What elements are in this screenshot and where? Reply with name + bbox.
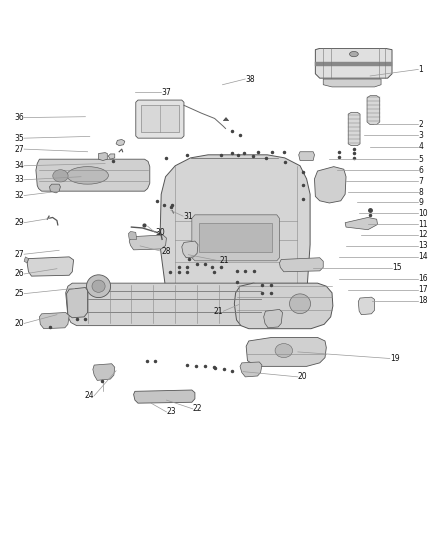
- Polygon shape: [36, 159, 150, 191]
- Text: 21: 21: [219, 256, 229, 265]
- Polygon shape: [67, 287, 88, 318]
- Text: 8: 8: [418, 188, 423, 197]
- Ellipse shape: [86, 275, 110, 297]
- Text: 23: 23: [166, 407, 176, 416]
- Text: 29: 29: [14, 218, 24, 227]
- Polygon shape: [199, 223, 272, 253]
- Ellipse shape: [67, 167, 109, 184]
- Polygon shape: [323, 79, 381, 87]
- Text: 30: 30: [155, 228, 165, 237]
- Text: 12: 12: [418, 230, 428, 239]
- Text: 18: 18: [418, 296, 428, 305]
- Text: 35: 35: [14, 134, 24, 143]
- Text: 1: 1: [418, 65, 423, 74]
- Polygon shape: [49, 184, 60, 193]
- Polygon shape: [234, 283, 333, 329]
- Text: 33: 33: [14, 175, 24, 184]
- Text: 32: 32: [14, 191, 24, 200]
- Text: 11: 11: [418, 220, 428, 229]
- Polygon shape: [345, 217, 378, 230]
- Polygon shape: [128, 231, 137, 239]
- Polygon shape: [299, 152, 314, 160]
- Text: 27: 27: [14, 144, 24, 154]
- Text: 4: 4: [418, 142, 423, 151]
- Polygon shape: [134, 390, 195, 403]
- Ellipse shape: [290, 294, 311, 313]
- Text: 13: 13: [418, 241, 428, 251]
- Text: 31: 31: [183, 212, 193, 221]
- Polygon shape: [182, 241, 198, 258]
- Polygon shape: [315, 61, 392, 66]
- Polygon shape: [348, 112, 360, 146]
- Text: 28: 28: [161, 247, 171, 256]
- Text: 7: 7: [418, 176, 423, 185]
- Polygon shape: [315, 49, 392, 78]
- Polygon shape: [129, 235, 166, 250]
- Text: 25: 25: [14, 289, 24, 298]
- Ellipse shape: [53, 169, 68, 182]
- Polygon shape: [24, 257, 28, 263]
- Ellipse shape: [275, 344, 293, 358]
- Text: 19: 19: [390, 354, 399, 363]
- Polygon shape: [160, 155, 310, 310]
- Polygon shape: [246, 337, 326, 366]
- Polygon shape: [314, 167, 346, 203]
- Polygon shape: [358, 297, 374, 314]
- Polygon shape: [223, 118, 229, 120]
- Text: 21: 21: [214, 306, 223, 316]
- Polygon shape: [99, 152, 107, 160]
- Text: 27: 27: [14, 250, 24, 259]
- Text: 5: 5: [418, 155, 423, 164]
- Text: 2: 2: [418, 119, 423, 128]
- Text: 24: 24: [85, 391, 94, 400]
- Text: 9: 9: [418, 198, 423, 207]
- Polygon shape: [136, 100, 184, 138]
- Text: 38: 38: [245, 75, 255, 84]
- Polygon shape: [39, 312, 69, 329]
- Text: 15: 15: [392, 263, 402, 272]
- Polygon shape: [264, 310, 283, 328]
- Text: 26: 26: [14, 270, 24, 278]
- Text: 36: 36: [14, 113, 24, 122]
- Text: 10: 10: [418, 208, 428, 217]
- Text: 34: 34: [14, 161, 24, 170]
- Text: 14: 14: [418, 252, 428, 261]
- Polygon shape: [240, 362, 262, 377]
- Ellipse shape: [350, 52, 358, 56]
- Polygon shape: [108, 154, 115, 159]
- Polygon shape: [141, 106, 179, 132]
- Polygon shape: [192, 215, 279, 261]
- Ellipse shape: [92, 280, 105, 292]
- Text: 6: 6: [418, 166, 423, 175]
- Text: 37: 37: [161, 87, 171, 96]
- Text: 20: 20: [298, 373, 307, 382]
- Text: 16: 16: [418, 274, 428, 283]
- Polygon shape: [279, 258, 323, 272]
- Polygon shape: [27, 257, 74, 276]
- Text: 3: 3: [418, 131, 423, 140]
- Text: 20: 20: [14, 319, 24, 328]
- Text: 22: 22: [193, 405, 202, 414]
- Text: 17: 17: [418, 285, 428, 294]
- Polygon shape: [367, 96, 380, 125]
- Polygon shape: [66, 283, 263, 326]
- Polygon shape: [93, 364, 115, 381]
- Polygon shape: [116, 140, 125, 146]
